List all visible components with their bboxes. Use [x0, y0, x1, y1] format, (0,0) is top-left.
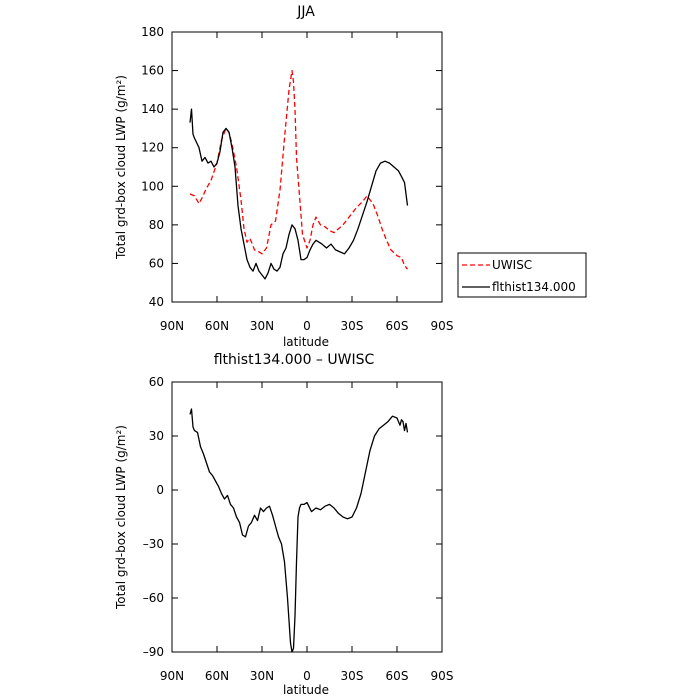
top-chart-x-tick-label: 60N	[205, 319, 229, 333]
top-chart-y-tick-label: 120	[141, 141, 164, 155]
bottom-chart-y-tick-label: –30	[143, 537, 164, 551]
top-chart-title: JJA	[296, 4, 315, 20]
top-chart-x-tick-label: 30N	[250, 319, 274, 333]
top-chart-plot-frame	[171, 31, 443, 303]
bottom-chart-x-tick-label: 0	[303, 669, 311, 683]
top-chart-x-tick-label: 0	[303, 319, 311, 333]
top-chart-y-tick-label: 60	[149, 256, 164, 270]
top-chart-x-tick-label: 60S	[386, 319, 409, 333]
bottom-chart-y-tick-label: 30	[149, 429, 164, 443]
top-chart-series-line-uwisc	[189, 69, 409, 270]
bottom-chart-y-tick-label: –60	[143, 591, 164, 605]
top-chart-series-line-flthist134-000	[189, 108, 409, 280]
bottom-chart-x-tick-label: 60N	[205, 669, 229, 683]
bottom-chart-x-tick-label: 90S	[431, 669, 454, 683]
bottom-chart-title: flthist134.000 – UWISC	[214, 352, 375, 368]
bottom-chart-y-tick-label: 60	[149, 375, 164, 389]
top-chart: JJA latitude Total grd-box cloud LWP (g/…	[114, 4, 453, 349]
bottom-chart-y-tick-label: –90	[143, 645, 164, 659]
bottom-chart: flthist134.000 – UWISC latitude Total gr…	[114, 352, 453, 697]
top-chart-y-tick-label: 100	[141, 179, 164, 193]
legend-box	[457, 252, 587, 298]
top-chart-x-axis-label: latitude	[283, 335, 329, 349]
top-chart-y-tick-label: 180	[141, 25, 164, 39]
bottom-chart-plot-frame	[171, 381, 443, 653]
top-chart-y-tick-label: 40	[149, 295, 164, 309]
top-chart-y-tick-label: 140	[141, 102, 164, 116]
legend-label-uwisc: UWISC	[492, 258, 532, 272]
bottom-chart-y-axis-label: Total grd-box cloud LWP (g/m²)	[114, 425, 128, 610]
bottom-chart-series	[189, 408, 409, 653]
top-chart-ticks: 90N 60N 30N 0 30S 60S 90S 40 60 80 100 120 140 160 180	[141, 25, 453, 333]
bottom-chart-y-tick-label: 0	[156, 483, 164, 497]
bottom-chart-x-axis-label: latitude	[283, 683, 329, 697]
bottom-chart-x-tick-label: 60S	[386, 669, 409, 683]
legend: UWISC flthist134.000	[457, 252, 587, 298]
top-chart-x-tick-label: 90N	[160, 319, 184, 333]
top-chart-x-tick-label: 90S	[431, 319, 454, 333]
top-chart-y-axis-label: Total grd-box cloud LWP (g/m²)	[114, 75, 128, 260]
bottom-chart-series-line-difference	[189, 408, 409, 653]
bottom-chart-ticks: 90N 60N 30N 0 30S 60S 90S –90 –60 –30 0 30 60	[143, 375, 454, 683]
bottom-chart-x-tick-label: 90N	[160, 669, 184, 683]
bottom-chart-x-tick-label: 30N	[250, 669, 274, 683]
top-chart-y-tick-label: 160	[141, 64, 164, 78]
top-chart-series	[189, 69, 409, 280]
bottom-chart-x-tick-label: 30S	[341, 669, 364, 683]
top-chart-y-tick-label: 80	[149, 218, 164, 232]
legend-label-flthist: flthist134.000	[492, 280, 576, 294]
top-chart-x-tick-label: 30S	[341, 319, 364, 333]
